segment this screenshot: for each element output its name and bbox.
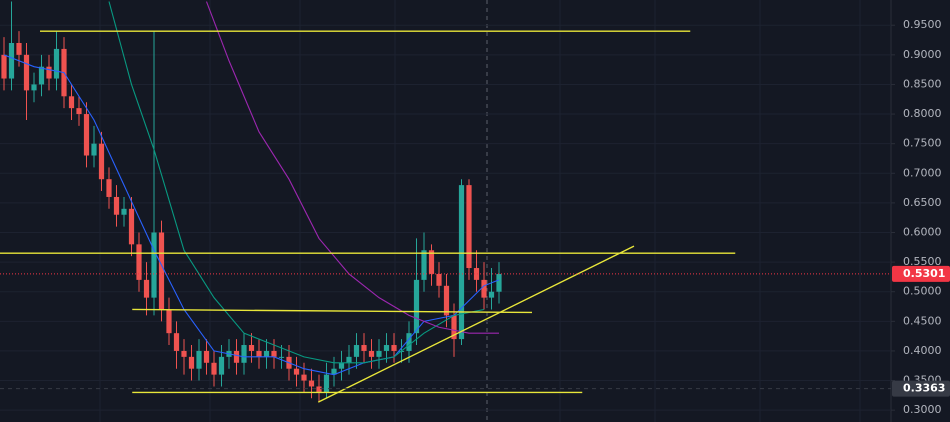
candle-body [1, 54, 7, 79]
candle-body [346, 356, 352, 363]
y-tick-label: 0.8500 [903, 77, 942, 90]
price-label-box [892, 380, 950, 397]
candle-body [203, 350, 210, 363]
y-tick-label: 0.7500 [903, 137, 942, 150]
candle-body [406, 333, 412, 351]
candle-body [271, 350, 277, 357]
candles [1, 1, 502, 402]
price-label: 0.5301 [903, 267, 945, 280]
candle-body [391, 345, 397, 351]
candle-body [421, 250, 427, 280]
moving-average-line [3, 54, 500, 376]
candle-body [181, 350, 187, 357]
candle-body [166, 309, 172, 334]
candle-body [31, 84, 37, 91]
candle-body [113, 196, 120, 215]
drawn-level-line [132, 308, 533, 314]
candle-body [376, 350, 382, 357]
candle-body [308, 380, 315, 387]
y-tick-label: 0.9000 [903, 48, 942, 61]
candle-body [241, 345, 247, 363]
price-label-box [892, 265, 950, 282]
y-tick-label: 0.6500 [903, 196, 942, 209]
candle-body [218, 356, 225, 375]
candle-body [196, 350, 202, 369]
candle-body [301, 374, 307, 381]
candle-body [91, 143, 97, 156]
y-tick-label: 0.9500 [903, 18, 942, 31]
candle-body [158, 232, 165, 310]
candle-body [83, 114, 90, 156]
candle-body [293, 368, 300, 375]
candle-body [98, 143, 105, 180]
candle-body [331, 368, 337, 375]
candle-body [361, 345, 367, 351]
candle-body [263, 350, 270, 357]
candle-body [106, 179, 112, 197]
candle-body [173, 333, 180, 351]
y-tick-label: 0.4500 [903, 314, 942, 327]
candle-body [38, 66, 45, 85]
candle-body [233, 350, 240, 363]
candle-body [316, 386, 322, 393]
candle-body [76, 108, 82, 115]
candle-body [256, 350, 262, 357]
candle-body [211, 362, 217, 375]
candle-body [368, 350, 375, 357]
price-label: 0.3363 [903, 382, 945, 395]
candle-body [16, 42, 22, 55]
candle-body [458, 185, 465, 340]
drawn-level-line [317, 245, 635, 403]
candle-body [383, 345, 390, 351]
candle-body [151, 232, 157, 298]
candle-body [121, 208, 127, 215]
candle-body [488, 291, 495, 298]
candle-body [338, 362, 345, 369]
y-tick-label: 0.3000 [903, 403, 942, 416]
candle-body [413, 279, 420, 334]
y-tick-label: 0.7000 [903, 166, 942, 179]
candle-body [46, 66, 52, 79]
candle-body [248, 345, 255, 351]
candle-body [473, 268, 480, 280]
y-tick-label: 0.5000 [903, 285, 942, 298]
y-tick-label: 0.5500 [903, 255, 942, 268]
moving-average-line [108, 1, 485, 364]
candle-body [481, 279, 487, 298]
candle-body [436, 273, 442, 286]
candle-body [53, 48, 60, 79]
candle-body [428, 250, 435, 274]
candle-body [68, 96, 75, 109]
candle-body [278, 356, 285, 358]
candle-body [443, 285, 450, 316]
candle-body [466, 185, 472, 269]
candle-body [451, 315, 457, 340]
y-tick-label: 0.4000 [903, 344, 942, 357]
candle-body [136, 244, 142, 280]
y-tick-label: 0.8000 [903, 107, 942, 120]
candle-body [8, 42, 15, 79]
candle-body [323, 374, 330, 393]
vertical-grid [99, 0, 861, 422]
candle-body [128, 208, 135, 245]
y-tick-label: 0.6000 [903, 225, 942, 238]
candle-body [496, 273, 502, 292]
candle-body [23, 54, 30, 91]
candle-body [143, 279, 150, 298]
candle-body [188, 356, 195, 369]
candle-body [353, 345, 360, 357]
